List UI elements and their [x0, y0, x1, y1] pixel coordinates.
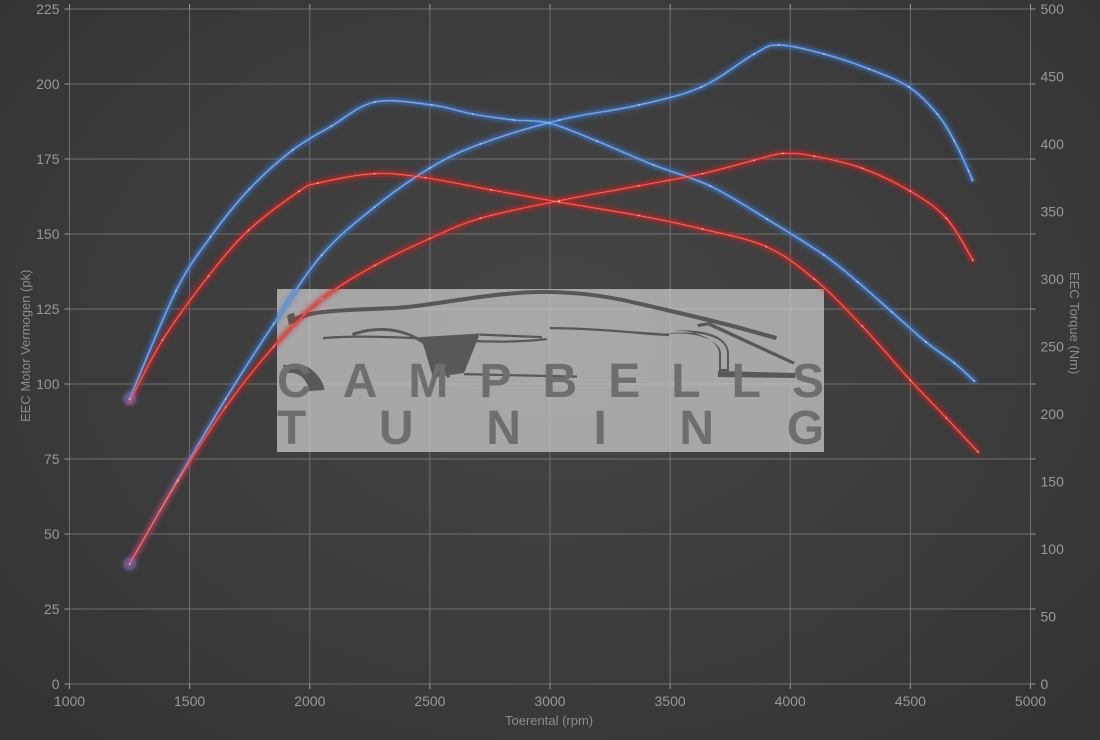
svg-text:50: 50 — [1041, 609, 1057, 625]
svg-text:B: B — [543, 355, 578, 408]
svg-text:75: 75 — [44, 451, 60, 467]
svg-text:150: 150 — [36, 226, 60, 242]
svg-text:350: 350 — [1041, 204, 1065, 220]
svg-text:U: U — [379, 402, 414, 455]
svg-text:0: 0 — [52, 676, 60, 692]
svg-text:250: 250 — [1041, 339, 1065, 355]
svg-text:C: C — [277, 355, 312, 408]
svg-text:4000: 4000 — [775, 693, 806, 709]
svg-text:4500: 4500 — [895, 693, 926, 709]
svg-text:225: 225 — [36, 1, 60, 17]
svg-text:500: 500 — [1041, 1, 1065, 17]
svg-text:1000: 1000 — [54, 693, 85, 709]
svg-text:E: E — [608, 355, 640, 408]
svg-text:100: 100 — [1041, 541, 1065, 557]
svg-text:100: 100 — [36, 376, 60, 392]
svg-text:T: T — [277, 402, 306, 455]
svg-text:G: G — [787, 402, 824, 455]
svg-text:A: A — [343, 355, 378, 408]
svg-text:P: P — [479, 355, 511, 408]
svg-text:450: 450 — [1041, 69, 1065, 85]
svg-text:400: 400 — [1041, 136, 1065, 152]
svg-text:3000: 3000 — [534, 693, 565, 709]
svg-text:I: I — [594, 402, 607, 455]
svg-text:L: L — [732, 355, 761, 408]
svg-text:200: 200 — [1041, 406, 1065, 422]
svg-text:N: N — [486, 402, 521, 455]
svg-text:50: 50 — [44, 526, 60, 542]
svg-text:0: 0 — [1041, 676, 1049, 692]
svg-text:25: 25 — [44, 601, 60, 617]
svg-text:N: N — [679, 402, 714, 455]
svg-text:M: M — [408, 355, 448, 408]
svg-text:300: 300 — [1041, 271, 1065, 287]
svg-text:2500: 2500 — [414, 693, 445, 709]
svg-text:125: 125 — [36, 301, 60, 317]
svg-text:2000: 2000 — [294, 693, 325, 709]
svg-text:S: S — [792, 355, 824, 408]
svg-text:150: 150 — [1041, 474, 1065, 490]
svg-text:3500: 3500 — [655, 693, 686, 709]
svg-text:200: 200 — [36, 76, 60, 92]
svg-text:5000: 5000 — [1015, 693, 1046, 709]
svg-text:L: L — [671, 355, 700, 408]
svg-text:175: 175 — [36, 151, 60, 167]
svg-text:1500: 1500 — [174, 693, 205, 709]
